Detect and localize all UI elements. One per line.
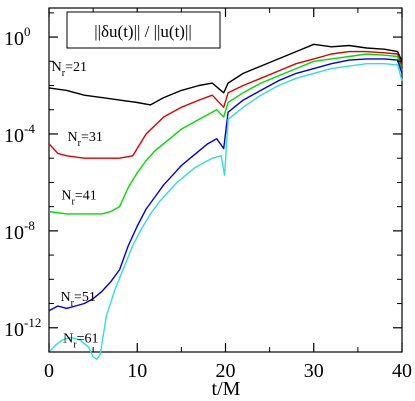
series-line-4: [48, 58, 403, 312]
y-tick-label: 10-12: [4, 315, 41, 341]
y-tick-label: 10-4: [4, 121, 35, 147]
x-tick-label: 40: [392, 360, 412, 382]
series-label-1: Nr=21: [52, 60, 87, 79]
series-line-1: [48, 43, 403, 106]
legend-box: [66, 11, 221, 49]
x-tick-label: 30: [304, 360, 324, 382]
y-tick-label: 100: [4, 24, 31, 50]
legend: ||δu(t)|| / ||u(t)||: [66, 11, 221, 49]
series-label-3: Nr=41: [61, 188, 96, 207]
x-axis-title: t/M: [212, 378, 241, 400]
series-label-4: Nr=51: [60, 290, 95, 309]
x-tick-label: 0: [44, 360, 54, 382]
series-label-5: Nr=61: [63, 331, 98, 350]
series-labels: Nr=21 Nr=31 Nr=41 Nr=51 Nr=61: [52, 60, 103, 350]
axes: 0 10 20 30 40 100 10-4 10-8 10-12: [4, 8, 412, 382]
series-label-2: Nr=31: [68, 130, 103, 149]
series-line-3: [48, 53, 403, 215]
x-tick-label: 10: [127, 360, 147, 382]
x-tick-label: 20: [216, 360, 236, 382]
legend-text: ||δu(t)|| / ||u(t)||: [94, 22, 192, 41]
series-line-5: [48, 63, 403, 360]
y-tick-label: 10-8: [4, 218, 35, 244]
series-layer: [48, 43, 403, 360]
series-line-2: [48, 50, 403, 159]
